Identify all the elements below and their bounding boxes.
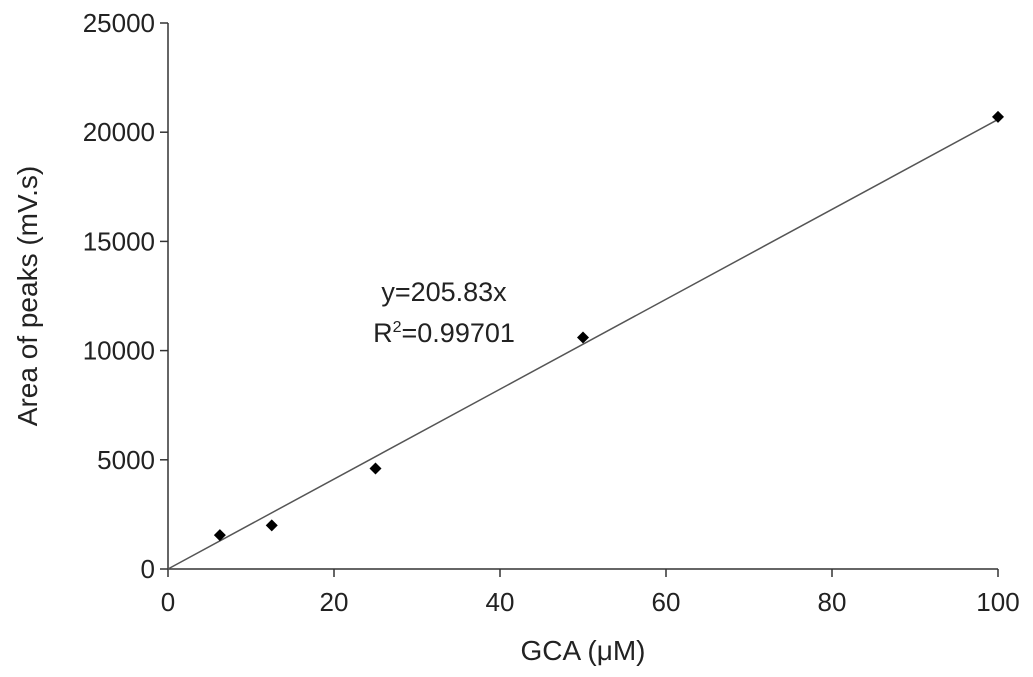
x-tick-label: 80 [818,587,847,617]
r-squared-exponent: 2 [393,319,402,336]
x-tick-label: 0 [161,587,175,617]
x-ticks: 0 20 40 60 80 100 [161,569,1020,617]
x-axis: 0 20 40 60 80 100 [161,568,1020,617]
y-axis-title: Area of peaks (mV.s) [12,166,43,426]
y-tick-label: 20000 [83,117,155,147]
y-tick-label: 5000 [97,445,155,475]
r-squared-prefix: R [373,318,393,348]
y-ticks: 0 5000 10000 15000 20000 25000 [83,8,168,584]
y-tick-label: 0 [141,554,155,584]
r-squared-annotation: R2=0.99701 [373,318,515,348]
data-point [369,462,382,475]
r-squared-value: =0.99701 [402,318,515,348]
data-point [213,529,226,542]
data-points [213,110,1004,542]
x-tick-label: 20 [320,587,349,617]
x-tick-label: 40 [486,587,515,617]
equation-annotation: y=205.83x [381,277,507,307]
x-tick-label: 100 [976,587,1019,617]
y-tick-label: 25000 [83,8,155,38]
data-point [577,331,589,344]
y-tick-label: 10000 [83,336,155,366]
trendline [167,118,999,570]
y-tick-label: 15000 [83,226,155,256]
y-axis: 0 5000 10000 15000 20000 25000 [83,8,169,584]
x-axis-title: GCA (μM) [520,635,645,666]
data-point [992,110,1004,123]
data-point [265,519,278,532]
x-tick-label: 60 [652,587,681,617]
